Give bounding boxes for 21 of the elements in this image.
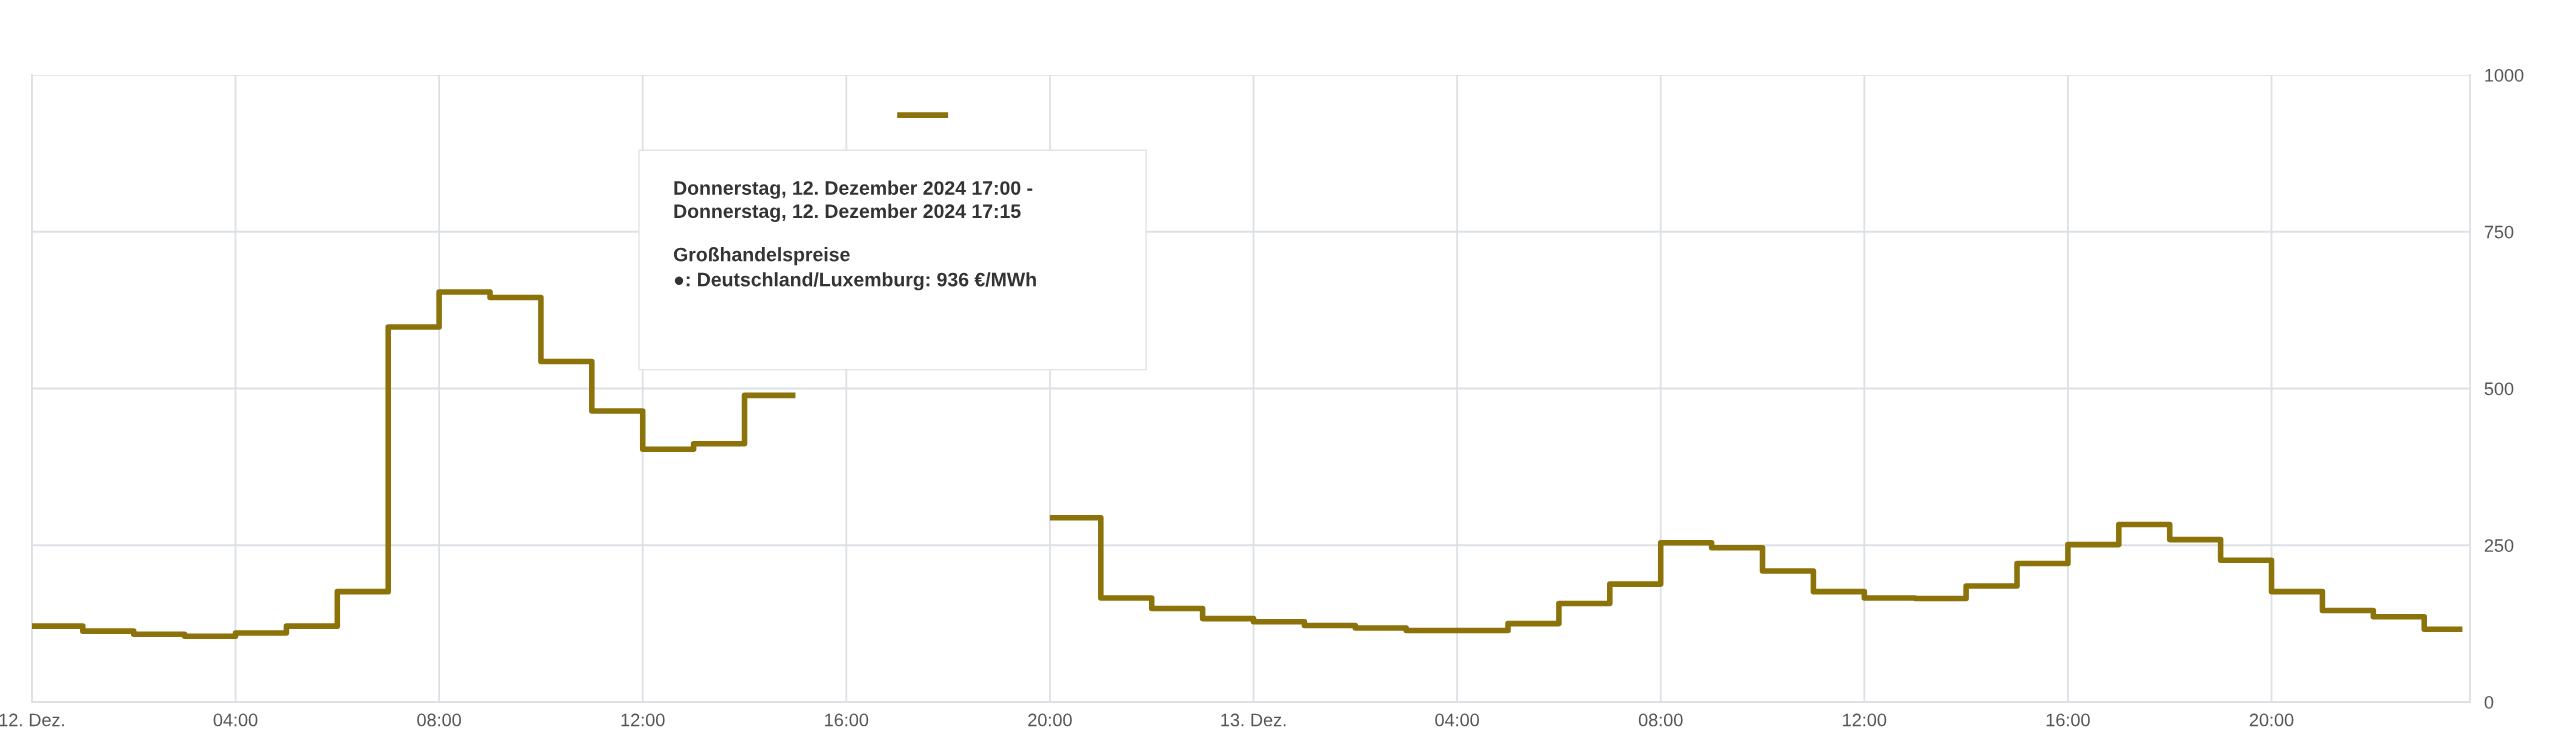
annotation: ●: Deutschland/Luxemburg: 936 €/MWh — [674, 272, 1036, 291]
y-tick-label: 1000 — [2485, 68, 2524, 82]
y-tick-label: 0 — [2484, 695, 2494, 709]
x-tick-label: 20:00 — [2249, 713, 2294, 727]
x-tick-label: 16:00 — [2046, 713, 2090, 727]
x-tick-label: 13. Dez. — [1221, 713, 1286, 727]
x-tick-label: 12:00 — [621, 713, 665, 727]
x-tick-label: 12:00 — [1843, 713, 1887, 727]
x-tick-label: 08:00 — [1638, 713, 1683, 727]
x-tick-label: 16:00 — [825, 713, 869, 727]
annotation: Donnerstag, 12. Dezember 2024 17:00 - — [674, 180, 1033, 199]
y-tick-label: 250 — [2484, 539, 2514, 552]
y-tick-label: 500 — [2484, 382, 2514, 396]
annotation: Großhandelspreise — [673, 247, 850, 266]
annotation: Donnerstag, 12. Dezember 2024 17:15 — [674, 203, 1021, 223]
y-tick-label: 750 — [2484, 225, 2514, 239]
x-tick-label: 04:00 — [213, 713, 258, 727]
x-tick-label: 08:00 — [417, 713, 461, 727]
x-tick-label: 04:00 — [1435, 713, 1479, 727]
x-tick-label: 12. Dez. — [0, 713, 64, 727]
x-tick-label: 20:00 — [1028, 713, 1072, 727]
